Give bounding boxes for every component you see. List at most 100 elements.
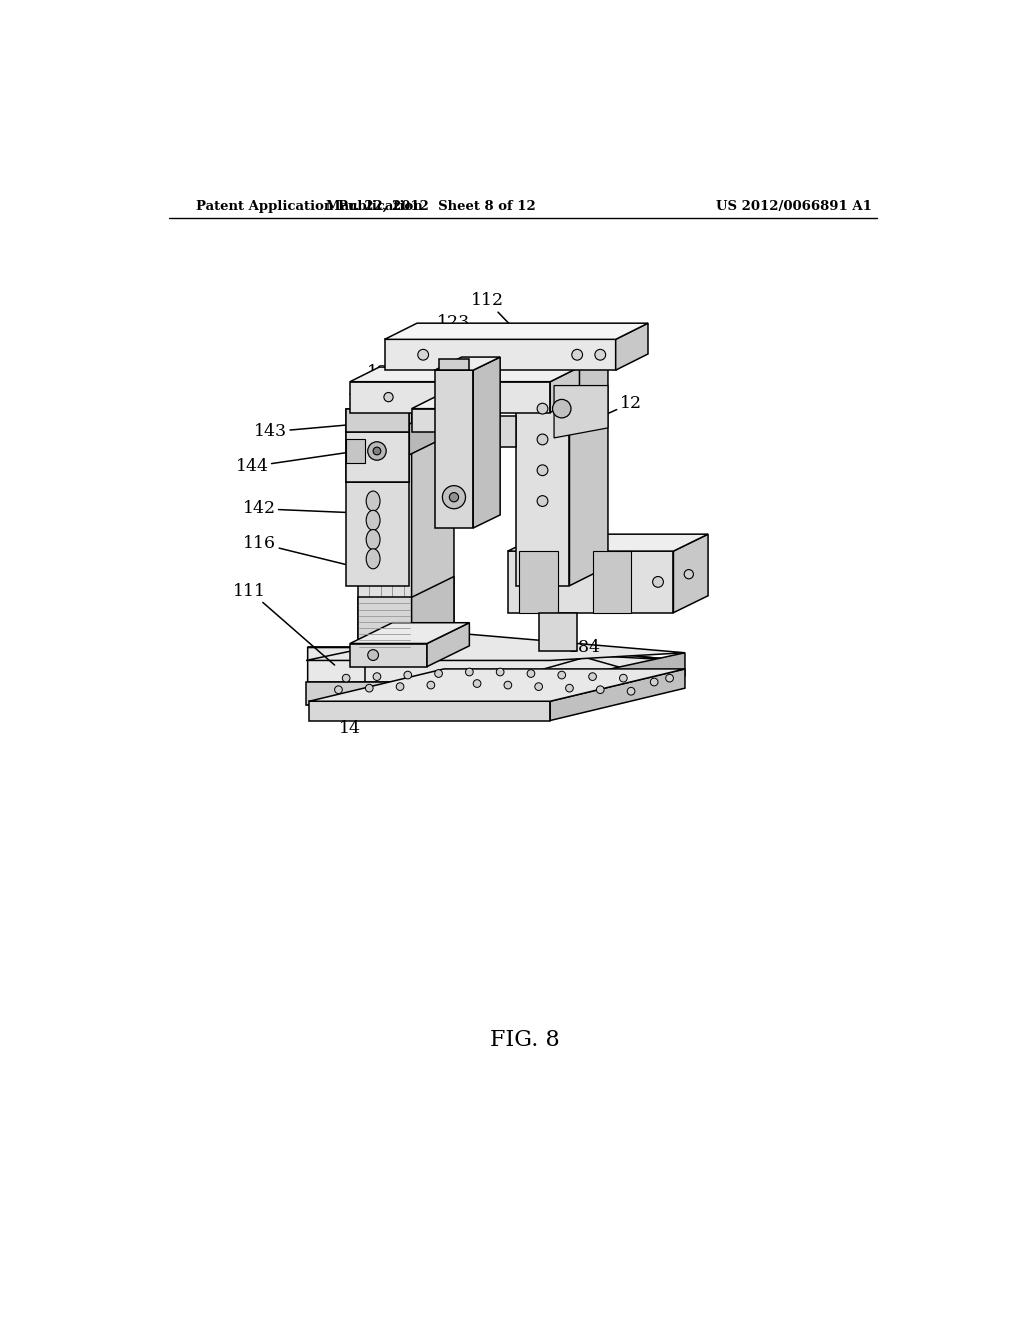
Polygon shape xyxy=(385,323,648,339)
Polygon shape xyxy=(615,323,648,370)
Polygon shape xyxy=(550,669,685,721)
Ellipse shape xyxy=(367,491,380,511)
Polygon shape xyxy=(438,359,469,370)
Polygon shape xyxy=(515,374,569,586)
Polygon shape xyxy=(346,440,366,462)
Circle shape xyxy=(666,675,674,682)
Polygon shape xyxy=(473,416,515,447)
Polygon shape xyxy=(346,409,410,482)
Circle shape xyxy=(535,682,543,690)
Text: 144: 144 xyxy=(236,451,357,475)
Polygon shape xyxy=(412,397,488,409)
Polygon shape xyxy=(473,358,500,528)
Text: 121: 121 xyxy=(411,338,451,371)
Circle shape xyxy=(497,668,504,676)
Circle shape xyxy=(373,673,381,681)
Polygon shape xyxy=(357,598,412,651)
Circle shape xyxy=(445,392,455,401)
Circle shape xyxy=(527,669,535,677)
Text: Mar. 22, 2012  Sheet 8 of 12: Mar. 22, 2012 Sheet 8 of 12 xyxy=(326,199,536,213)
Polygon shape xyxy=(412,372,454,651)
Circle shape xyxy=(442,486,466,508)
Polygon shape xyxy=(350,623,469,644)
Circle shape xyxy=(620,675,628,682)
Circle shape xyxy=(335,686,342,693)
Text: US 2012/0066891 A1: US 2012/0066891 A1 xyxy=(716,199,871,213)
Text: 184: 184 xyxy=(568,639,601,656)
Circle shape xyxy=(571,350,583,360)
Circle shape xyxy=(538,496,548,507)
Polygon shape xyxy=(674,535,708,612)
Polygon shape xyxy=(346,482,410,586)
Polygon shape xyxy=(350,381,550,412)
Text: 112: 112 xyxy=(470,292,531,346)
Circle shape xyxy=(565,684,573,692)
Polygon shape xyxy=(508,535,708,552)
Circle shape xyxy=(450,492,459,502)
Text: 14: 14 xyxy=(339,719,361,737)
Polygon shape xyxy=(519,552,558,612)
Circle shape xyxy=(684,570,693,579)
Circle shape xyxy=(368,649,379,660)
Polygon shape xyxy=(539,612,578,651)
Ellipse shape xyxy=(367,549,380,569)
Circle shape xyxy=(553,400,571,418)
Circle shape xyxy=(368,442,386,461)
Polygon shape xyxy=(550,653,685,705)
Text: 116: 116 xyxy=(244,535,354,566)
Polygon shape xyxy=(427,623,469,667)
Polygon shape xyxy=(412,577,454,651)
Polygon shape xyxy=(350,367,580,381)
Polygon shape xyxy=(307,682,547,705)
Polygon shape xyxy=(593,552,631,612)
Text: 142: 142 xyxy=(243,500,350,517)
Circle shape xyxy=(473,680,481,688)
Polygon shape xyxy=(435,370,473,528)
Text: 111: 111 xyxy=(233,582,335,665)
Circle shape xyxy=(466,668,473,676)
Polygon shape xyxy=(346,432,410,482)
Text: FIG. 8: FIG. 8 xyxy=(489,1030,560,1051)
Polygon shape xyxy=(306,632,685,660)
Polygon shape xyxy=(569,355,608,586)
Polygon shape xyxy=(412,409,466,432)
Polygon shape xyxy=(309,669,685,701)
Circle shape xyxy=(538,404,548,414)
Circle shape xyxy=(403,671,412,678)
Circle shape xyxy=(435,669,442,677)
Circle shape xyxy=(595,350,605,360)
Polygon shape xyxy=(350,644,427,667)
Polygon shape xyxy=(357,393,412,651)
Polygon shape xyxy=(550,367,580,412)
Text: 141: 141 xyxy=(347,392,392,409)
Polygon shape xyxy=(307,647,681,682)
Circle shape xyxy=(650,678,658,686)
Polygon shape xyxy=(346,409,410,432)
Text: 122: 122 xyxy=(562,513,605,554)
Circle shape xyxy=(396,682,403,690)
Circle shape xyxy=(589,673,596,681)
Circle shape xyxy=(596,686,604,693)
Circle shape xyxy=(373,447,381,455)
Circle shape xyxy=(652,577,664,587)
Ellipse shape xyxy=(367,529,380,549)
Circle shape xyxy=(538,434,548,445)
Polygon shape xyxy=(309,701,550,721)
Circle shape xyxy=(558,671,565,678)
Text: 12: 12 xyxy=(590,395,642,422)
Polygon shape xyxy=(357,372,454,393)
Text: Patent Application Publication: Patent Application Publication xyxy=(196,199,423,213)
Circle shape xyxy=(418,350,429,360)
Circle shape xyxy=(366,684,373,692)
Ellipse shape xyxy=(367,511,380,531)
Text: 123: 123 xyxy=(437,314,471,393)
Circle shape xyxy=(342,675,350,682)
Polygon shape xyxy=(508,552,674,612)
Polygon shape xyxy=(515,355,608,374)
Polygon shape xyxy=(554,385,608,438)
Circle shape xyxy=(504,681,512,689)
Polygon shape xyxy=(435,358,500,370)
Polygon shape xyxy=(307,647,681,660)
Circle shape xyxy=(538,465,548,475)
Circle shape xyxy=(384,392,393,401)
